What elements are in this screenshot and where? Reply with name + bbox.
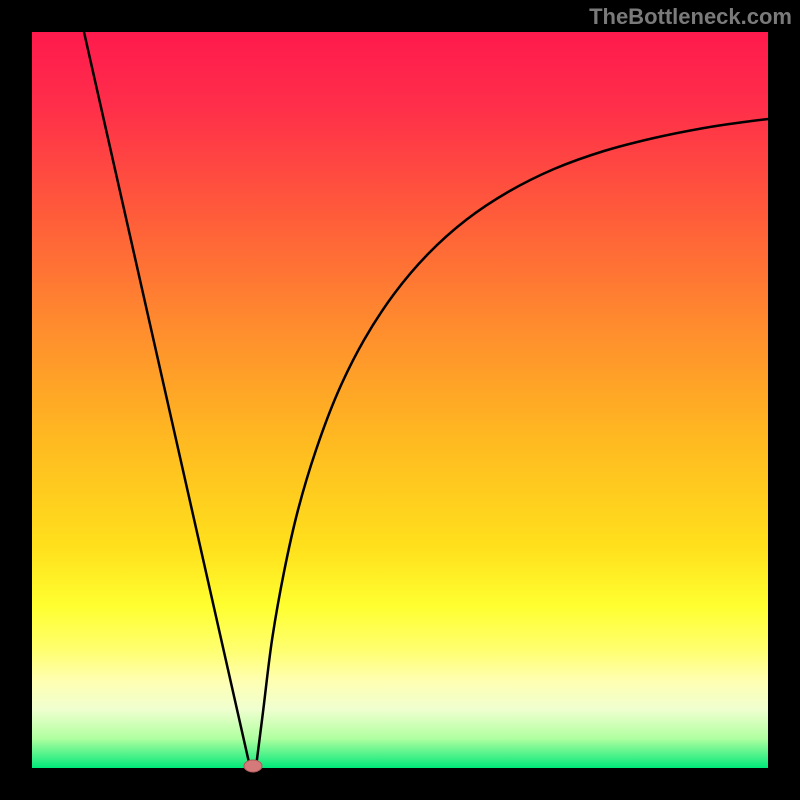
optimal-point-marker <box>244 760 262 772</box>
watermark-text: TheBottleneck.com <box>589 4 792 30</box>
plot-area <box>32 32 768 768</box>
chart-container: TheBottleneck.com <box>0 0 800 800</box>
bottleneck-curve-right <box>256 119 768 767</box>
bottleneck-curve-left <box>84 32 250 767</box>
curve-layer <box>32 32 768 768</box>
